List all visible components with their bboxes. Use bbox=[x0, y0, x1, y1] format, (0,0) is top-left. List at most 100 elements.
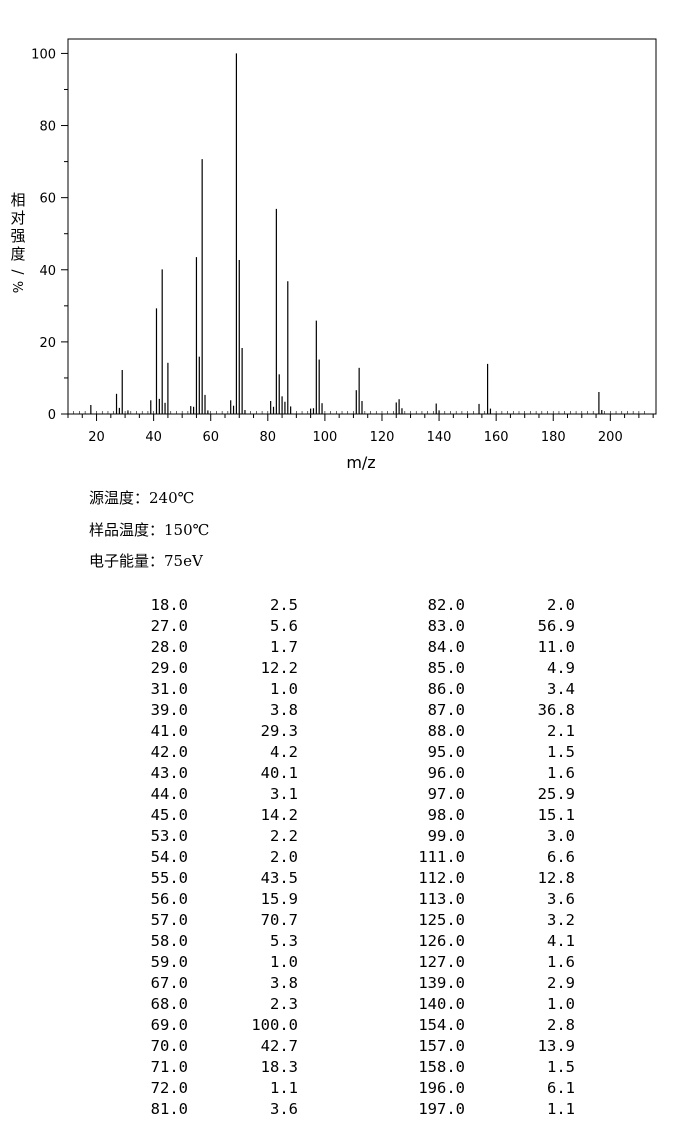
x-tick-label: 160 bbox=[484, 430, 509, 445]
x-tick-label: 140 bbox=[427, 430, 452, 445]
table-row: 43.0 40.1 96.0 1.6 bbox=[0, 764, 696, 785]
x-tick-label: 60 bbox=[202, 430, 219, 445]
intensity-cell: 2.2 bbox=[270, 827, 298, 845]
mz-cell: 197.0 bbox=[418, 1100, 465, 1118]
intensity-cell: 13.9 bbox=[537, 1037, 575, 1055]
mz-cell: 69.0 bbox=[150, 1016, 188, 1034]
mz-cell: 98.0 bbox=[427, 806, 465, 824]
table-row: 27.0 5.6 83.0 56.9 bbox=[0, 617, 696, 638]
table-row: 59.0 1.0 127.0 1.6 bbox=[0, 953, 696, 974]
intensity-cell: 4.2 bbox=[270, 743, 298, 761]
peak-bars bbox=[90, 53, 603, 414]
intensity-cell: 3.6 bbox=[547, 890, 575, 908]
table-row: 70.0 42.7 157.0 13.9 bbox=[0, 1037, 696, 1058]
table-row: 41.0 29.3 88.0 2.1 bbox=[0, 722, 696, 743]
mz-cell: 72.0 bbox=[150, 1079, 188, 1097]
mz-cell: 44.0 bbox=[150, 785, 188, 803]
table-row: 81.0 3.6 197.0 1.1 bbox=[0, 1100, 696, 1121]
intensity-cell: 29.3 bbox=[260, 722, 298, 740]
mz-cell: 31.0 bbox=[150, 680, 188, 698]
intensity-cell: 43.5 bbox=[260, 869, 298, 887]
intensity-cell: 5.3 bbox=[270, 932, 298, 950]
y-axis-label-char: 对 bbox=[10, 209, 25, 227]
y-axis-label-char: 强 bbox=[10, 227, 25, 245]
mz-cell: 158.0 bbox=[418, 1058, 465, 1076]
mz-cell: 57.0 bbox=[150, 911, 188, 929]
intensity-cell: 2.5 bbox=[270, 596, 298, 614]
intensity-cell: 3.8 bbox=[270, 974, 298, 992]
intensity-cell: 40.1 bbox=[260, 764, 298, 782]
intensity-cell: 4.9 bbox=[547, 659, 575, 677]
x-tick-label: 200 bbox=[598, 430, 623, 445]
mz-cell: 67.0 bbox=[150, 974, 188, 992]
x-axis-label: m/z bbox=[346, 453, 375, 472]
table-row: 55.0 43.5 112.0 12.8 bbox=[0, 869, 696, 890]
x-tick-label: 100 bbox=[312, 430, 337, 445]
intensity-cell: 11.0 bbox=[537, 638, 575, 656]
sample-temperature: 样品温度：150℃ bbox=[89, 521, 210, 539]
y-axis-label-char: 度 bbox=[10, 245, 25, 263]
intensity-cell: 3.1 bbox=[270, 785, 298, 803]
mz-cell: 82.0 bbox=[427, 596, 465, 614]
mz-cell: 86.0 bbox=[427, 680, 465, 698]
x-tick-label: 20 bbox=[88, 430, 105, 445]
mz-cell: 27.0 bbox=[150, 617, 188, 635]
table-row: 57.0 70.7 125.0 3.2 bbox=[0, 911, 696, 932]
electron-energy: 电子能量：75eV bbox=[89, 552, 203, 570]
mz-cell: 157.0 bbox=[418, 1037, 465, 1055]
intensity-cell: 6.6 bbox=[547, 848, 575, 866]
x-tick-label: 80 bbox=[260, 430, 277, 445]
mz-cell: 84.0 bbox=[427, 638, 465, 656]
intensity-cell: 42.7 bbox=[260, 1037, 298, 1055]
table-row: 72.0 1.1 196.0 6.1 bbox=[0, 1079, 696, 1100]
mz-cell: 42.0 bbox=[150, 743, 188, 761]
intensity-cell: 1.5 bbox=[547, 743, 575, 761]
intensity-cell: 56.9 bbox=[537, 617, 575, 635]
intensity-cell: 18.3 bbox=[260, 1058, 298, 1076]
table-row: 44.0 3.1 97.0 25.9 bbox=[0, 785, 696, 806]
intensity-cell: 12.2 bbox=[260, 659, 298, 677]
mz-cell: 41.0 bbox=[150, 722, 188, 740]
x-axis-ticks: 20 40 60 80 100 120 140 160 180 200 bbox=[67, 414, 654, 445]
intensity-cell: 14.2 bbox=[260, 806, 298, 824]
intensity-cell: 1.1 bbox=[270, 1079, 298, 1097]
intensity-cell: 5.6 bbox=[270, 617, 298, 635]
intensity-cell: 4.1 bbox=[547, 932, 575, 950]
mz-cell: 53.0 bbox=[150, 827, 188, 845]
intensity-cell: 3.4 bbox=[547, 680, 575, 698]
mz-cell: 54.0 bbox=[150, 848, 188, 866]
intensity-cell: 36.8 bbox=[537, 701, 575, 719]
intensity-cell: 2.1 bbox=[547, 722, 575, 740]
table-row: 71.0 18.3 158.0 1.5 bbox=[0, 1058, 696, 1079]
x-tick-label: 120 bbox=[370, 430, 395, 445]
mz-cell: 81.0 bbox=[150, 1100, 188, 1118]
intensity-cell: 2.8 bbox=[547, 1016, 575, 1034]
mz-cell: 127.0 bbox=[418, 953, 465, 971]
table-row: 54.0 2.0 111.0 6.6 bbox=[0, 848, 696, 869]
x-tick-label: 180 bbox=[541, 430, 566, 445]
intensity-cell: 3.8 bbox=[270, 701, 298, 719]
intensity-cell: 2.3 bbox=[270, 995, 298, 1013]
table-row: 58.0 5.3 126.0 4.1 bbox=[0, 932, 696, 953]
mz-cell: 95.0 bbox=[427, 743, 465, 761]
mz-cell: 112.0 bbox=[418, 869, 465, 887]
intensity-cell: 1.7 bbox=[270, 638, 298, 656]
intensity-cell: 1.0 bbox=[547, 995, 575, 1013]
mz-cell: 39.0 bbox=[150, 701, 188, 719]
table-row: 53.0 2.2 99.0 3.0 bbox=[0, 827, 696, 848]
y-axis-label-char: 相 bbox=[10, 191, 25, 209]
intensity-cell: 12.8 bbox=[537, 869, 575, 887]
intensity-cell: 1.6 bbox=[547, 953, 575, 971]
y-axis-ticks: 0 20 40 60 80 100 bbox=[31, 47, 68, 423]
y-tick-label: 100 bbox=[31, 47, 56, 62]
y-tick-label: 0 bbox=[48, 408, 56, 423]
intensity-cell: 1.1 bbox=[547, 1100, 575, 1118]
mz-cell: 113.0 bbox=[418, 890, 465, 908]
intensity-cell: 3.0 bbox=[547, 827, 575, 845]
intensity-cell: 2.0 bbox=[270, 848, 298, 866]
mz-cell: 71.0 bbox=[150, 1058, 188, 1076]
source-temperature: 源温度：240℃ bbox=[89, 489, 195, 507]
mz-cell: 125.0 bbox=[418, 911, 465, 929]
mz-cell: 85.0 bbox=[427, 659, 465, 677]
